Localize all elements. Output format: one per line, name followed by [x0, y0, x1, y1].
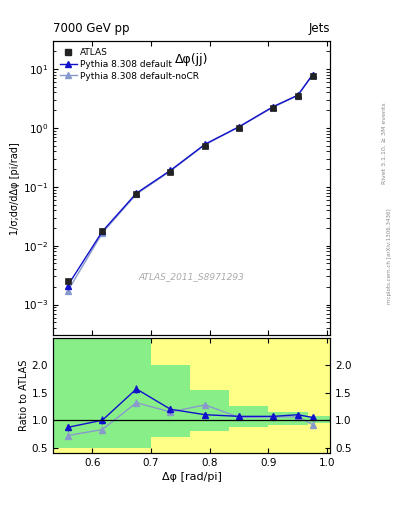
Text: 7000 GeV pp: 7000 GeV pp: [53, 22, 130, 35]
Text: ATLAS_2011_S8971293: ATLAS_2011_S8971293: [139, 272, 244, 281]
Text: mcplots.cern.ch [arXiv:1306.3436]: mcplots.cern.ch [arXiv:1306.3436]: [387, 208, 392, 304]
Bar: [268, 338, 308, 453]
Bar: [191, 338, 229, 453]
Bar: [229, 407, 268, 427]
Text: Rivet 3.1.10, ≥ 3M events: Rivet 3.1.10, ≥ 3M events: [382, 102, 387, 184]
Text: Δφ(jj): Δφ(jj): [175, 53, 208, 66]
Legend: ATLAS, Pythia 8.308 default, Pythia 8.308 default-noCR: ATLAS, Pythia 8.308 default, Pythia 8.30…: [57, 46, 202, 83]
Bar: [308, 416, 330, 423]
X-axis label: Δφ [rad/pi]: Δφ [rad/pi]: [162, 472, 222, 482]
Bar: [53, 338, 151, 453]
Bar: [151, 338, 191, 453]
Bar: [229, 338, 268, 453]
Text: Jets: Jets: [309, 22, 330, 35]
Y-axis label: 1/σ;dσ/dΔφ [pi/rad]: 1/σ;dσ/dΔφ [pi/rad]: [10, 142, 20, 234]
Bar: [268, 412, 308, 424]
Bar: [308, 338, 330, 453]
Bar: [151, 366, 191, 437]
Bar: [53, 338, 151, 447]
Bar: [191, 390, 229, 431]
Y-axis label: Ratio to ATLAS: Ratio to ATLAS: [19, 360, 29, 431]
